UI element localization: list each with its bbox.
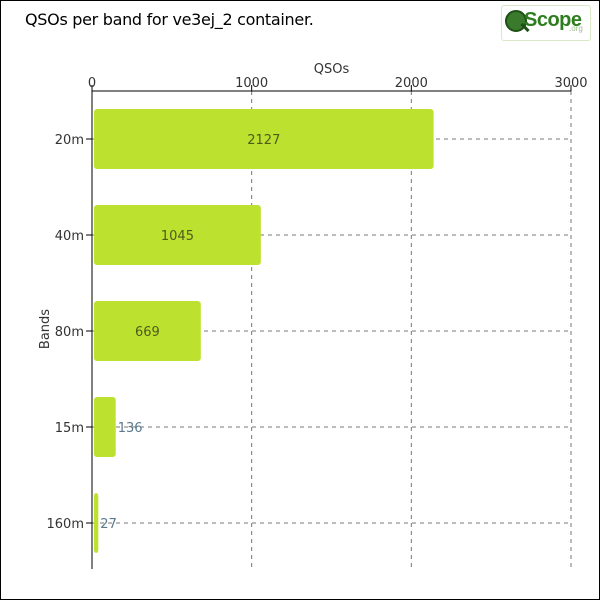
bar [94,301,201,361]
chart-title: QSOs per band for ve3ej_2 container. [25,10,314,29]
x-axis-label: QSOs [314,62,350,77]
y-tick-label: 40m [55,229,84,244]
y-tick-label: 20m [55,133,84,148]
y-axis-label: Bands [38,309,53,349]
y-tick-label: 160m [47,517,84,532]
bar [94,109,434,169]
bar [94,493,99,553]
qscope-logo: Scope .org [501,5,591,41]
y-tick-label: 15m [55,421,84,436]
data-label: 669 [135,325,160,340]
bar [94,397,116,457]
data-label: 27 [100,517,117,532]
x-tick-label: 2000 [395,76,428,91]
data-label: 136 [118,421,143,436]
data-label: 1045 [161,229,194,244]
logo-suffix: .org [569,24,583,33]
x-tick-label: 1000 [235,76,268,91]
x-tick-label: 3000 [554,76,587,91]
bar [94,205,261,265]
data-label: 2127 [247,133,280,148]
logo-text: Scope [524,9,582,31]
y-tick-label: 80m [55,325,84,340]
x-tick-label: 0 [88,76,96,91]
